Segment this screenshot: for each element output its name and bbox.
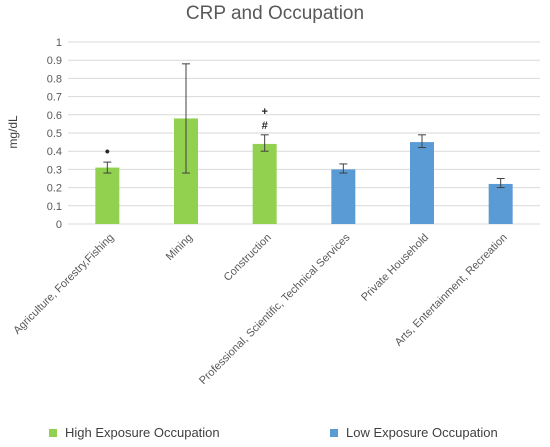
y-tick-label: 0.9: [47, 55, 62, 67]
y-tick-label: 0.6: [47, 110, 62, 122]
gridlines: [68, 41, 540, 225]
x-tick-label: Construction: [222, 232, 274, 284]
bar: [410, 142, 434, 224]
legend-item-low: Low Exposure Occupation: [330, 425, 498, 440]
y-tick-label: 0: [56, 219, 62, 231]
annotation-label: •: [105, 143, 110, 159]
y-tick-label: 0.2: [47, 183, 62, 195]
x-tick-label: Mining: [164, 232, 195, 263]
bar: [95, 167, 120, 224]
legend-label-high: High Exposure Occupation: [65, 425, 220, 440]
y-axis-label: mg/dL: [6, 115, 20, 149]
y-tick-label: 0.8: [47, 73, 62, 85]
bar: [488, 183, 513, 224]
legend-item-high: High Exposure Occupation: [49, 425, 220, 440]
y-tick-label: 0.1: [47, 201, 62, 213]
bar: [331, 169, 356, 224]
annotation-label: #: [262, 120, 268, 132]
y-tick-label: 0.7: [47, 92, 62, 104]
y-tick-label: 1: [56, 37, 62, 49]
bar: [252, 143, 277, 224]
x-tick-label: Professional, Scientific, Technical Serv…: [197, 231, 353, 387]
x-axis-ticks: Agriculture, Forestry,Fishing Mining Const…: [11, 231, 510, 387]
y-axis-ticks: 0 0.1 0.2 0.3 0.4 0.5 0.6 0.7 0.8 0.9 1: [47, 37, 62, 231]
annotations: • + #: [105, 106, 268, 159]
chart-title: CRP and Occupation: [185, 3, 365, 24]
bar-chart: 00.10.20.30.40.50.60.70.80.91 mg/dL •+# …: [6, 37, 540, 387]
y-tick-label: 0.4: [47, 146, 62, 158]
x-tick-label: Private Household: [359, 232, 431, 304]
bars: [95, 118, 513, 224]
legend-swatch-high-icon: [49, 428, 57, 437]
y-tick-label: 0.5: [47, 128, 62, 140]
annotation-label: +: [261, 106, 267, 118]
legend-swatch-low-icon: [330, 428, 338, 437]
legend-label-low: Low Exposure Occupation: [346, 425, 498, 440]
error-bars: [103, 63, 505, 189]
y-tick-label: 0.3: [47, 164, 62, 176]
x-tick-label: Agriculture, Forestry,Fishing: [11, 232, 116, 337]
